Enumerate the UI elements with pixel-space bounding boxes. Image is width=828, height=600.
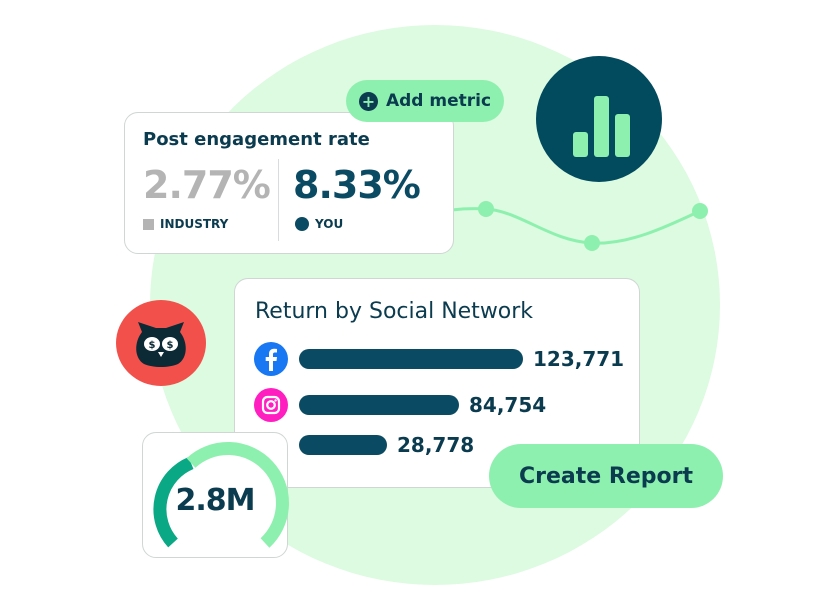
gauge-value: 2.8M [175, 483, 256, 518]
bar-chart-icon [536, 56, 662, 182]
instagram-icon [254, 388, 288, 422]
industry-legend: INDUSTRY [143, 217, 228, 231]
add-metric-label: Add metric [385, 91, 492, 111]
divider [278, 159, 279, 241]
square-icon [143, 218, 154, 230]
industry-label: INDUSTRY [160, 217, 229, 231]
plus-circle-icon: + [358, 91, 378, 111]
gauge-card: 2.8M [142, 432, 289, 558]
trend-point [478, 201, 494, 217]
industry-value: 2.77% [143, 163, 271, 207]
svg-text:$: $ [149, 340, 156, 351]
network-bar [299, 349, 523, 369]
return-title: Return by Social Network [255, 299, 534, 324]
engagement-title: Post engagement rate [143, 129, 370, 150]
network-bar [299, 395, 459, 415]
network-value: 84,754 [469, 393, 547, 417]
dot-icon [295, 217, 309, 231]
trend-point [692, 203, 708, 219]
you-value: 8.33% [293, 163, 421, 207]
create-report-button[interactable]: Create Report [489, 444, 723, 508]
add-metric-button[interactable]: + Add metric [346, 80, 504, 122]
network-row: 84,754 [253, 387, 546, 423]
network-bar [299, 435, 387, 455]
svg-text:$: $ [167, 340, 174, 351]
trend-point [584, 235, 600, 251]
gauge-arc [153, 442, 289, 548]
network-row: 28,778 [253, 433, 474, 457]
facebook-icon [254, 342, 288, 376]
owl-logo: $ $ [116, 300, 206, 386]
engagement-card: Post engagement rate 2.77% 8.33% INDUSTR… [124, 112, 454, 254]
you-label: YOU [315, 217, 344, 231]
you-legend: YOU [295, 217, 343, 231]
network-value: 28,778 [397, 433, 475, 457]
network-row: 123,771 [253, 341, 624, 377]
network-value: 123,771 [533, 347, 625, 371]
